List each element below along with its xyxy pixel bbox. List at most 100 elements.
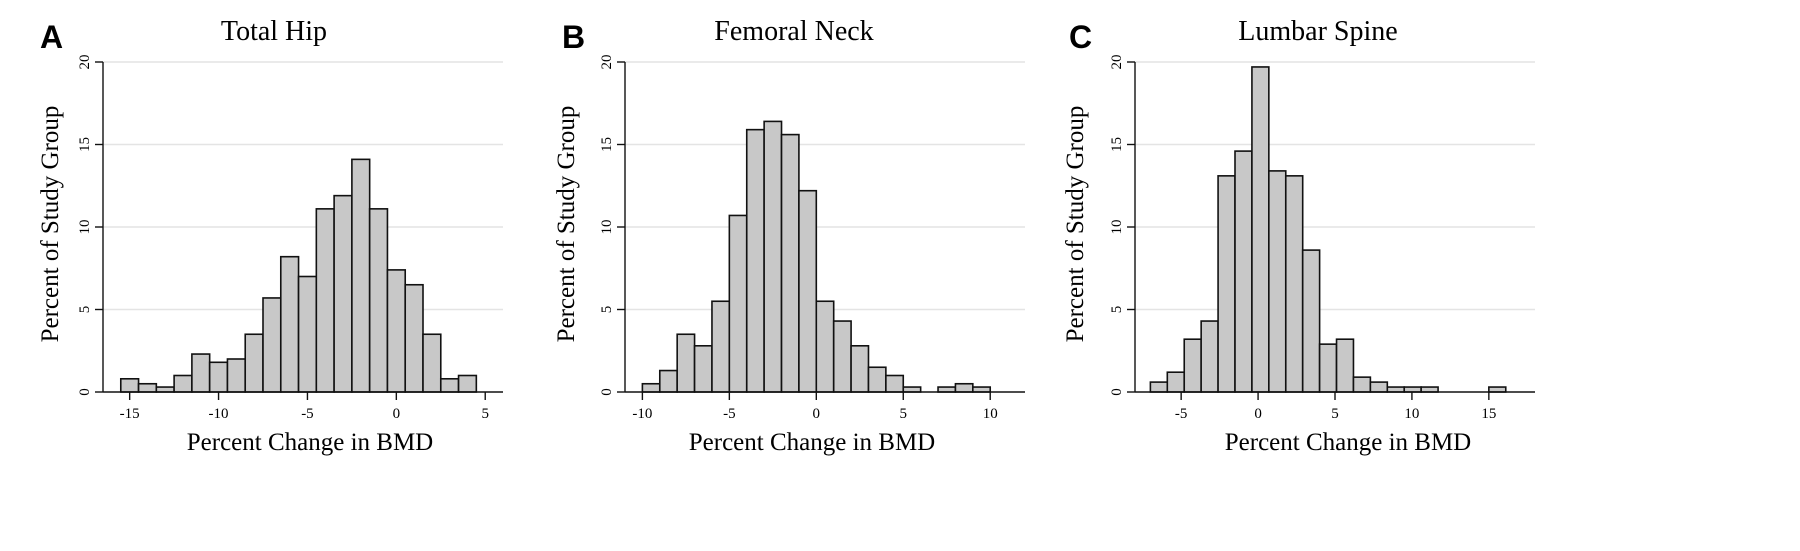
histogram-lumbar-spine: C Lumbar Spine Percent Change in BMD Per… <box>1062 16 1535 456</box>
chart-title: Lumbar Spine <box>1238 16 1397 47</box>
histogram-bar <box>119 377 140 393</box>
y-tick-label: 10 <box>599 220 615 235</box>
histogram-bar <box>972 386 992 393</box>
x-tick-label: -15 <box>120 406 140 422</box>
y-tick-label: 15 <box>599 137 615 152</box>
chart-title: Femoral Neck <box>714 16 873 47</box>
y-tick-label: 15 <box>77 137 93 152</box>
y-tick-label: 20 <box>77 55 93 70</box>
histogram-bar <box>1403 386 1422 393</box>
y-tick-label: 10 <box>1109 220 1125 235</box>
histogram-bar <box>1200 320 1219 393</box>
histogram-bar <box>173 374 193 393</box>
histogram-femoral-neck: B Femoral Neck Percent Change in BMD Per… <box>553 16 1025 456</box>
histogram-bar <box>262 297 282 393</box>
panel-b: B Femoral Neck Percent Change in BMD Per… <box>553 0 1200 551</box>
histogram-bar <box>798 189 818 393</box>
histogram-bar <box>937 386 957 393</box>
histogram-bar <box>457 374 478 393</box>
histogram-bar <box>1386 386 1406 393</box>
panel-c: C Lumbar Spine Percent Change in BMD Per… <box>1062 0 1800 551</box>
plot-area: 0 5 10 15 20 -10 -5 0 5 10 <box>599 55 1025 422</box>
histogram-bar <box>404 283 424 393</box>
histogram-bar <box>155 386 175 393</box>
histogram-bar <box>1183 338 1202 393</box>
histogram-bar <box>763 120 783 393</box>
x-tick-label: 10 <box>983 406 998 422</box>
histogram-bar <box>279 255 300 393</box>
histogram-bar <box>208 361 229 393</box>
histogram-bar <box>728 214 748 393</box>
histogram-bar <box>1234 150 1253 393</box>
histogram-bar <box>315 208 335 393</box>
histogram-bar <box>297 275 318 393</box>
panel-letter: A <box>40 19 63 55</box>
histogram-bar <box>244 333 264 393</box>
histogram-bar <box>1149 381 1169 393</box>
histogram-bar <box>867 366 887 393</box>
plot-area: 0 5 10 15 20 -15 -10 -5 0 5 <box>77 55 503 422</box>
histogram-bar <box>676 333 696 393</box>
y-tick-label: 10 <box>77 220 93 235</box>
histogram-bar <box>1251 66 1270 393</box>
histogram-bar <box>641 382 661 393</box>
x-tick-label: 15 <box>1481 406 1496 422</box>
x-tick-label: -5 <box>723 406 736 422</box>
x-tick-label: -10 <box>209 406 229 422</box>
y-tick-label: 5 <box>77 306 93 314</box>
histogram-bar <box>1284 175 1304 393</box>
y-tick-label: 0 <box>77 388 93 396</box>
histogram-bar <box>368 208 389 393</box>
histogram-bar <box>1268 170 1287 393</box>
x-tick-label: 0 <box>393 406 401 422</box>
histogram-bar <box>333 194 353 393</box>
histogram-bar <box>1369 381 1389 393</box>
histogram-bar <box>137 382 158 393</box>
y-tick-label: 0 <box>1109 388 1125 396</box>
histogram-total-hip: A Total Hip Percent Change in BMD Percen… <box>37 16 503 456</box>
x-tick-label: 5 <box>481 406 489 422</box>
histogram-bar <box>1217 175 1236 393</box>
y-tick-label: 0 <box>599 388 615 396</box>
histogram-bar <box>1352 376 1372 393</box>
panel-letter: C <box>1069 19 1092 55</box>
plot-area: 0 5 10 15 20 -5 0 5 10 15 <box>1109 55 1535 422</box>
histogram-bar <box>1318 343 1338 393</box>
histogram-bar <box>711 300 731 393</box>
histogram-bar <box>780 133 800 393</box>
y-tick-label: 20 <box>1109 55 1125 70</box>
histogram-bar <box>1166 371 1186 393</box>
x-tick-label: -10 <box>632 406 652 422</box>
x-tick-label: -5 <box>301 406 314 422</box>
histogram-bar <box>745 128 765 393</box>
histogram-bar <box>191 353 211 393</box>
y-axis-label: Percent of Study Group <box>37 106 64 343</box>
panel-letter: B <box>562 19 585 55</box>
x-tick-label: -5 <box>1175 406 1188 422</box>
y-axis-label: Percent of Study Group <box>1062 106 1089 343</box>
histogram-bar <box>1335 338 1355 393</box>
y-tick-label: 15 <box>1109 137 1125 152</box>
x-tick-label: 0 <box>1254 406 1262 422</box>
y-tick-label: 20 <box>599 55 615 70</box>
histogram-bar <box>1420 386 1439 393</box>
x-axis-label: Percent Change in BMD <box>187 429 433 456</box>
histogram-bar <box>902 386 922 393</box>
y-tick-label: 5 <box>599 306 615 314</box>
x-axis-label: Percent Change in BMD <box>1225 429 1471 456</box>
x-tick-label: 0 <box>813 406 821 422</box>
y-tick-label: 5 <box>1109 306 1125 314</box>
x-tick-label: 10 <box>1404 406 1419 422</box>
histogram-bar <box>693 344 713 393</box>
x-axis-label: Percent Change in BMD <box>689 429 935 456</box>
histogram-bar <box>1488 386 1507 393</box>
x-tick-label: 5 <box>900 406 908 422</box>
histogram-bar <box>386 269 407 393</box>
histogram-bar <box>226 358 247 393</box>
histogram-bar <box>1301 249 1321 393</box>
histogram-bar <box>832 320 852 393</box>
panel-a: A Total Hip Percent Change in BMD Percen… <box>0 0 600 551</box>
histogram-bar <box>954 382 974 393</box>
histogram-bar <box>439 377 460 393</box>
